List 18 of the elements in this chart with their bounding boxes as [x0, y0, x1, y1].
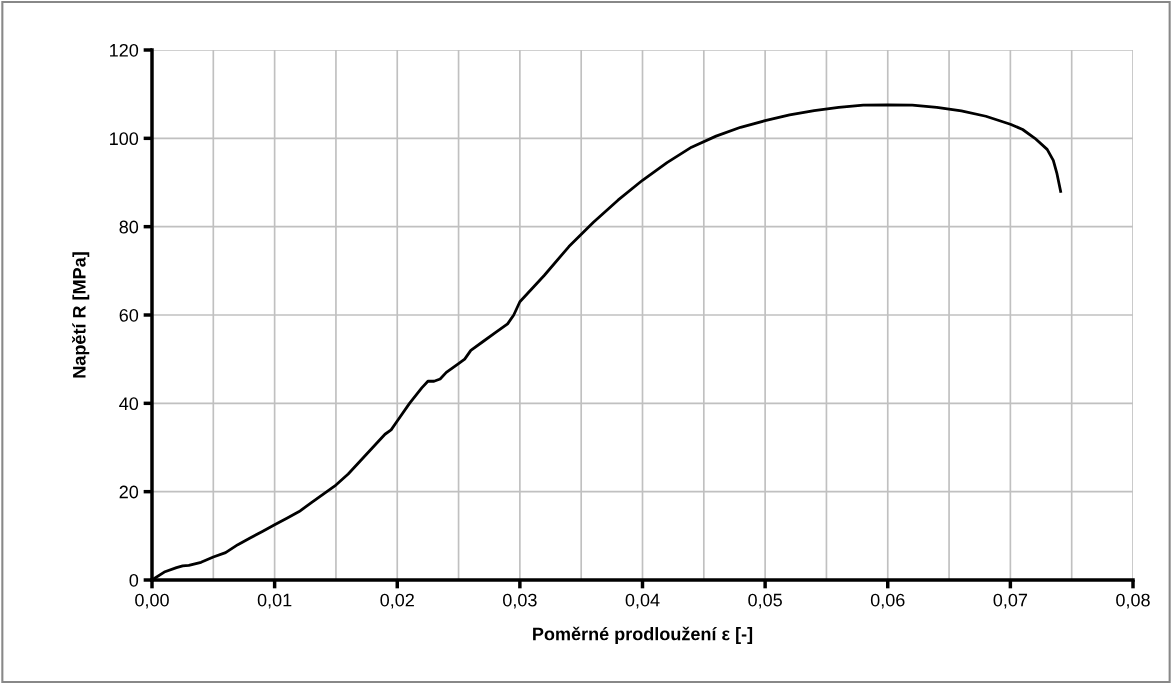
y-tick-label: 100: [110, 132, 139, 146]
x-tick-label: 0,07: [993, 593, 1028, 609]
x-axis-title: Poměrné prodloužení ε [-]: [533, 626, 753, 644]
x-tick-label: 0,00: [135, 593, 169, 609]
x-tick-label: 0,02: [380, 593, 414, 609]
y-tick-label: 20: [119, 485, 139, 499]
y-tick-label: 120: [110, 43, 139, 57]
x-tick-label: 0,04: [625, 593, 660, 609]
x-tick-label: 0,06: [870, 593, 905, 609]
y-tick-label: 40: [119, 397, 139, 411]
x-tick-label: 0,03: [503, 593, 537, 609]
y-tick-label: 80: [119, 220, 139, 234]
y-tick-label: 0: [129, 573, 139, 587]
x-tick-label: 0,08: [1116, 593, 1150, 609]
x-tick-label: 0,05: [748, 593, 782, 609]
x-tick-label: 0,01: [257, 593, 292, 609]
y-tick-label: 60: [119, 308, 139, 322]
y-axis-title: Napětí R [MPa]: [72, 252, 90, 378]
